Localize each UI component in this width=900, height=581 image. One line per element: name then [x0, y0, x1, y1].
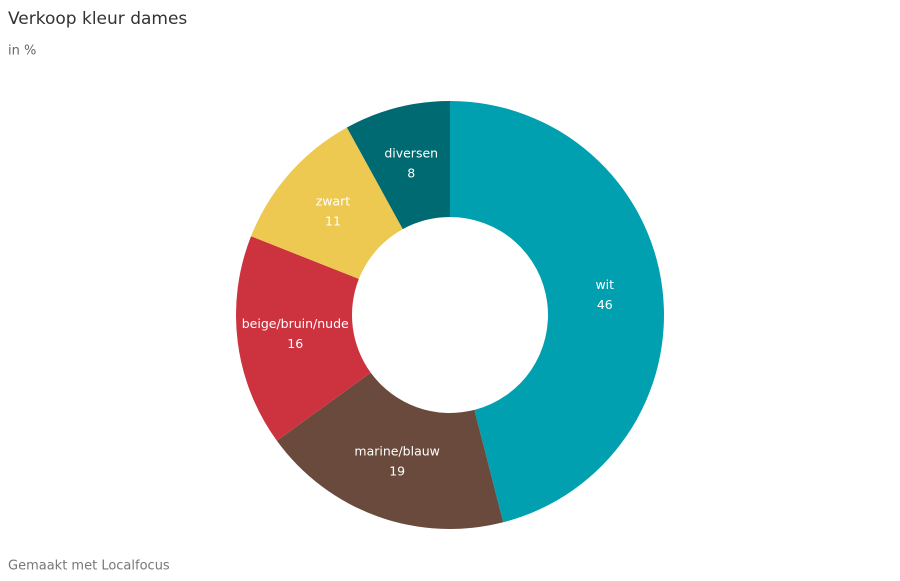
chart-subtitle: in % [8, 44, 36, 59]
slice-label: marine/blauw [354, 443, 440, 458]
slice-value: 16 [287, 336, 303, 351]
slice-value: 8 [407, 165, 415, 180]
chart-title: Verkoop kleur dames [8, 9, 187, 29]
donut-slice [450, 101, 665, 523]
donut-slice [276, 372, 504, 529]
slice-label: zwart [316, 193, 351, 208]
donut-slice [236, 236, 371, 441]
credit: Gemaakt met Localfocus [8, 559, 170, 574]
slice-label: diversen [384, 145, 438, 160]
slice-value: 46 [597, 297, 613, 312]
donut-slice [346, 101, 450, 230]
slice-value: 11 [325, 213, 341, 228]
slice-label: beige/bruin/nude [242, 316, 349, 331]
slice-label: wit [595, 277, 614, 292]
slice-value: 19 [389, 463, 405, 478]
donut-slice [251, 127, 403, 279]
